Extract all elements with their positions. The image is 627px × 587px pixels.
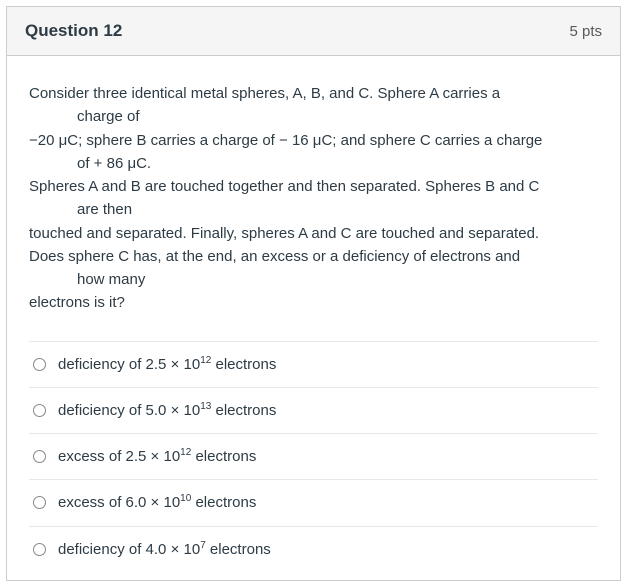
option-text: electrons xyxy=(211,402,276,419)
option-exp: 10 xyxy=(180,493,191,504)
stem-line: charge of xyxy=(29,105,598,128)
radio-icon[interactable] xyxy=(33,358,46,371)
stem-line: Does sphere C has, at the end, an excess… xyxy=(29,245,598,268)
option-row[interactable]: deficiency of 2.5 × 1012 electrons xyxy=(29,341,598,387)
option-text: deficiency of 4.0 × 10 xyxy=(58,541,200,558)
option-text: excess of 2.5 × 10 xyxy=(58,448,180,465)
stem-line: are then xyxy=(29,198,598,221)
radio-icon[interactable] xyxy=(33,450,46,463)
option-text: electrons xyxy=(211,356,276,373)
option-exp: 13 xyxy=(200,401,211,412)
option-text: electrons xyxy=(206,541,271,558)
option-label: excess of 6.0 × 1010 electrons xyxy=(58,491,256,514)
question-title: Question 12 xyxy=(25,21,122,41)
stem-line: −20 μC; sphere B carries a charge of − 1… xyxy=(29,129,598,152)
stem-line: Consider three identical metal spheres, … xyxy=(29,82,598,105)
option-label: deficiency of 5.0 × 1013 electrons xyxy=(58,399,276,422)
options-list: deficiency of 2.5 × 1012 electrons defic… xyxy=(29,341,598,572)
option-text: excess of 6.0 × 10 xyxy=(58,494,180,511)
option-label: deficiency of 2.5 × 1012 electrons xyxy=(58,353,276,376)
stem-line: Spheres A and B are touched together and… xyxy=(29,175,598,198)
option-row[interactable]: excess of 2.5 × 1012 electrons xyxy=(29,433,598,479)
question-header: Question 12 5 pts xyxy=(7,7,620,56)
option-exp: 12 xyxy=(180,447,191,458)
radio-icon[interactable] xyxy=(33,404,46,417)
stem-line: electrons is it? xyxy=(29,291,598,314)
question-body: Consider three identical metal spheres, … xyxy=(7,56,620,580)
option-text: deficiency of 5.0 × 10 xyxy=(58,402,200,419)
option-label: deficiency of 4.0 × 107 electrons xyxy=(58,538,271,561)
stem-line: how many xyxy=(29,268,598,291)
question-card: Question 12 5 pts Consider three identic… xyxy=(6,6,621,581)
option-label: excess of 2.5 × 1012 electrons xyxy=(58,445,256,468)
option-text: electrons xyxy=(191,448,256,465)
stem-line: of + 86 μC. xyxy=(29,152,598,175)
option-row[interactable]: deficiency of 5.0 × 1013 electrons xyxy=(29,387,598,433)
option-row[interactable]: deficiency of 4.0 × 107 electrons xyxy=(29,526,598,572)
option-row[interactable]: excess of 6.0 × 1010 electrons xyxy=(29,479,598,525)
option-text: deficiency of 2.5 × 10 xyxy=(58,356,200,373)
question-points: 5 pts xyxy=(569,23,602,40)
option-text: electrons xyxy=(191,494,256,511)
option-exp: 12 xyxy=(200,355,211,366)
question-stem: Consider three identical metal spheres, … xyxy=(29,82,598,315)
stem-line: touched and separated. Finally, spheres … xyxy=(29,222,598,245)
radio-icon[interactable] xyxy=(33,543,46,556)
radio-icon[interactable] xyxy=(33,496,46,509)
